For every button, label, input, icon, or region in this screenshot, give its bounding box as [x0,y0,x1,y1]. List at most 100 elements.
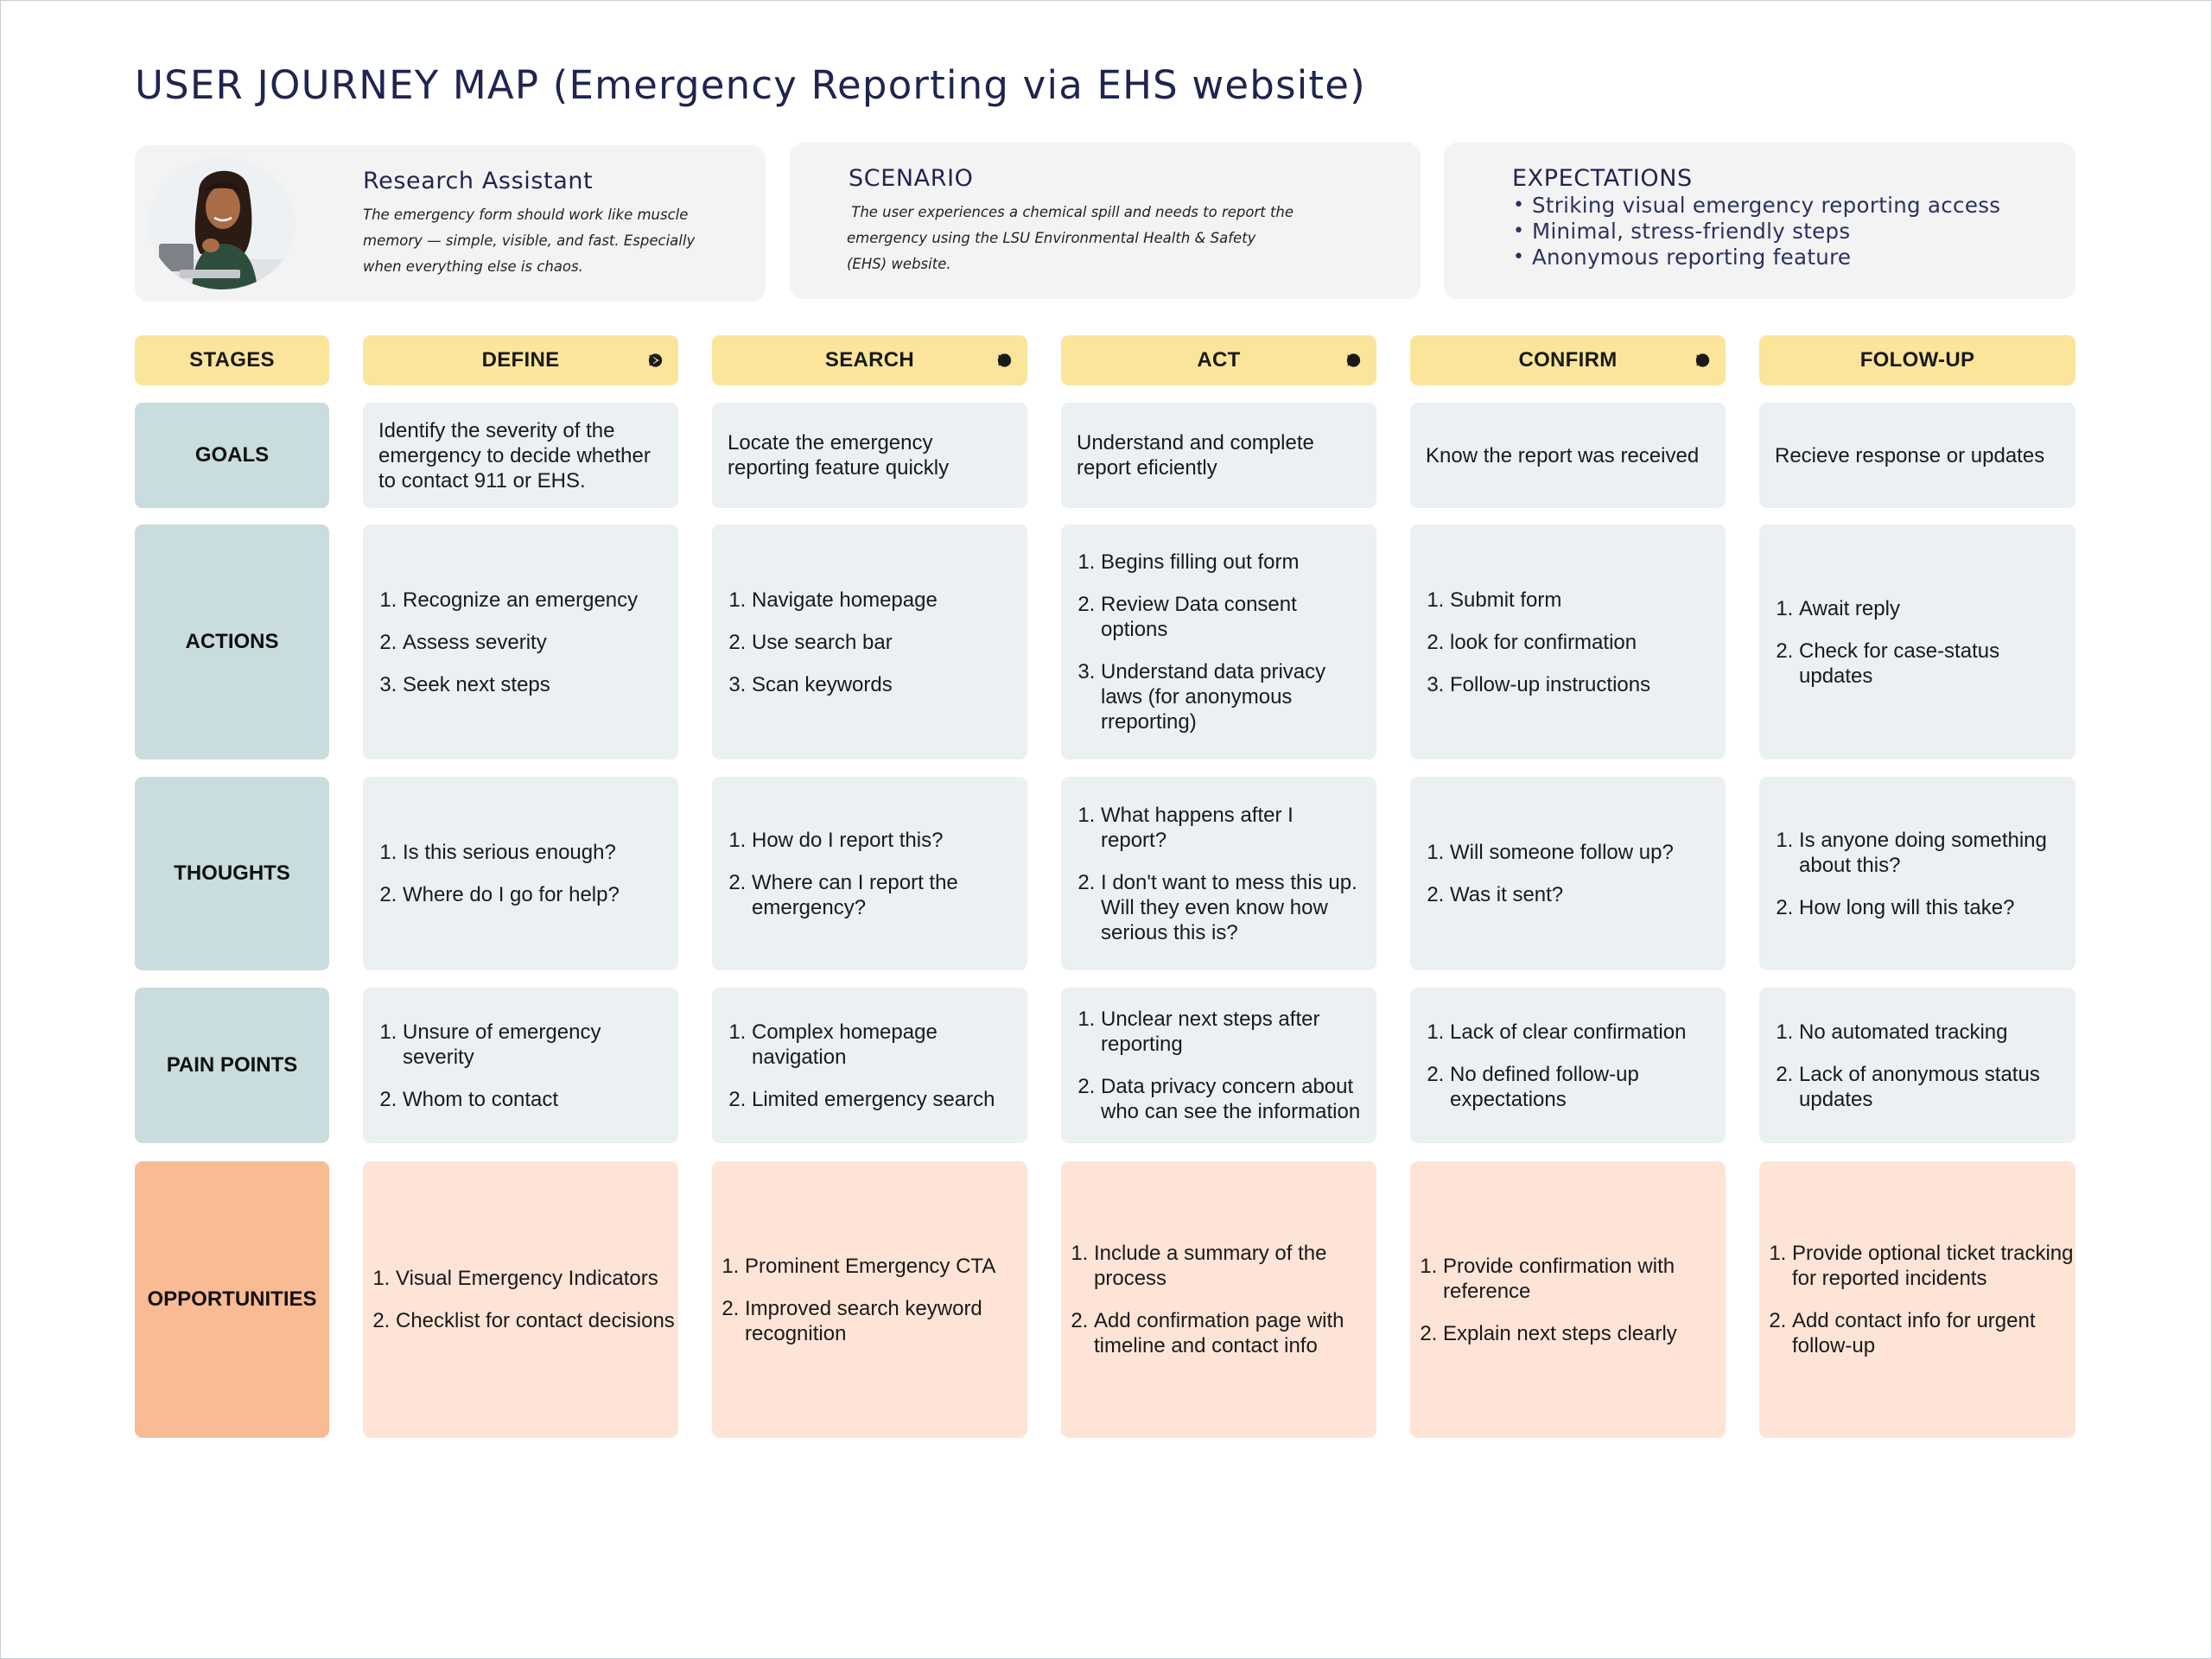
list-item: No automated tracking [1799,1020,2060,1045]
expectation-item: Minimal, stress-friendly steps [1511,219,2000,245]
thoughts-list: How do I report this? Where can I report… [728,828,1012,920]
row-label-goals: GOALS [135,403,329,508]
persona-avatar [149,157,296,289]
list-item: Checklist for contact decisions [396,1308,675,1333]
stage-label: ACT [1197,348,1241,372]
expectation-item: Striking visual emergency reporting acce… [1511,193,2000,219]
expectations-heading: EXPECTATIONS [1512,165,1693,192]
list-item: Follow-up instructions [1450,672,1650,697]
list-item: Explain next steps clearly [1443,1321,1724,1346]
stages-label: STAGES [135,335,329,385]
actions-list: Navigate homepage Use search bar Scan ke… [728,588,938,697]
list-item: Will someone follow up? [1450,840,1674,865]
list-item: I don't want to mess this up. Will they … [1101,870,1361,945]
list-item: Limited emergency search [752,1087,1012,1112]
list-item: Assess severity [403,630,638,655]
list-item: Unsure of emergency severity [403,1020,663,1070]
list-item: Was it sent? [1450,882,1674,907]
pain-cell-confirm: Lack of clear confirmation No defined fo… [1410,988,1726,1143]
goal-text: Identify the severity of the emergency t… [378,418,651,493]
pain-cell-follow-up: No automated tracking Lack of anonymous … [1759,988,2075,1143]
list-item: What happens after I report? [1101,803,1361,853]
thoughts-list: Is anyone doing something about this? Ho… [1775,828,2060,920]
thoughts-cell-search: How do I report this? Where can I report… [712,777,1027,970]
thoughts-list: What happens after I report? I don't wan… [1077,803,1361,945]
list-item: Use search bar [752,630,938,655]
actions-cell-search: Navigate homepage Use search bar Scan ke… [712,524,1027,760]
opportunities-list: Provide optional ticket tracking for rep… [1768,1241,2074,1358]
list-item: Lack of anonymous status updates [1799,1062,2060,1112]
list-item: Understand data privacy laws (for anonym… [1101,659,1361,734]
list-item: Submit form [1450,588,1650,613]
actions-list: Submit form look for confirmation Follow… [1426,588,1650,697]
stage-label: CONFIRM [1518,348,1618,372]
stage-confirm: CONFIRM [1410,335,1726,385]
scenario-card: SCENARIO The user experiences a chemical… [790,143,1421,299]
play-arrow-icon [997,353,1012,367]
pain-points-list: Lack of clear confirmation No defined fo… [1426,1020,1710,1112]
stage-label: SEARCH [824,348,915,372]
list-item: Complex homepage navigation [752,1020,1012,1070]
thoughts-cell-define: Is this serious enough? Where do I go fo… [363,777,678,970]
goal-text: Know the report was received [1426,443,1700,467]
list-item: Include a summary of the process [1094,1241,1375,1291]
list-item: No defined follow-up expectations [1450,1062,1710,1112]
actions-list: Begins filling out form Review Data cons… [1077,550,1361,734]
list-item: Provide confirmation with reference [1443,1254,1724,1304]
row-label-thoughts: THOUGHTS [135,777,329,970]
list-item: Begins filling out form [1101,550,1361,575]
list-item: Whom to contact [403,1087,663,1112]
goal-text: Recieve response or updates [1775,443,2045,467]
row-label-actions: ACTIONS [135,524,329,760]
list-item: How do I report this? [752,828,1012,853]
opportunities-cell-act: Include a summary of the process Add con… [1061,1161,1376,1438]
actions-cell-confirm: Submit form look for confirmation Follow… [1410,524,1726,760]
goal-cell-act: Understand and complete report eficientl… [1061,403,1376,508]
thoughts-cell-act: What happens after I report? I don't wan… [1061,777,1376,970]
opportunities-cell-follow-up: Provide optional ticket tracking for rep… [1759,1161,2075,1438]
goal-text: Locate the emergency reporting feature q… [728,431,950,480]
list-item: Scan keywords [752,672,938,697]
list-item: Recognize an emergency [403,588,638,613]
pain-cell-search: Complex homepage navigation Limited emer… [712,988,1027,1143]
actions-cell-follow-up: Await reply Check for case-status update… [1759,524,2075,760]
play-arrow-icon [1695,353,1710,367]
list-item: Provide optional ticket tracking for rep… [1792,1241,2074,1291]
pain-points-list: Unclear next steps after reporting Data … [1077,1007,1361,1124]
list-item: Unclear next steps after reporting [1101,1007,1361,1057]
thoughts-list: Will someone follow up? Was it sent? [1426,840,1674,907]
pain-points-list: Unsure of emergency severity Whom to con… [378,1020,663,1112]
persona-quote: The emergency form should work like musc… [363,207,696,275]
list-item: How long will this take? [1799,895,2060,920]
thoughts-list: Is this serious enough? Where do I go fo… [378,840,620,907]
pain-cell-act: Unclear next steps after reporting Data … [1061,988,1376,1143]
list-item: Where do I go for help? [403,882,620,907]
goal-cell-follow-up: Recieve response or updates [1759,403,2075,508]
scenario-text: The user experiences a chemical spill an… [847,204,1299,272]
goal-text: Understand and complete report eficientl… [1077,431,1314,480]
expectation-item: Anonymous reporting feature [1511,245,2000,270]
thoughts-cell-follow-up: Is anyone doing something about this? Ho… [1759,777,2075,970]
actions-cell-define: Recognize an emergency Assess severity S… [363,524,678,760]
scenario-heading: SCENARIO [849,165,974,192]
opportunities-list: Include a summary of the process Add con… [1070,1241,1375,1358]
list-item: Review Data consent options [1101,592,1361,642]
thoughts-cell-confirm: Will someone follow up? Was it sent? [1410,777,1726,970]
list-item: Prominent Emergency CTA [745,1254,1026,1279]
list-item: Is anyone doing something about this? [1799,828,2060,878]
opportunities-cell-define: Visual Emergency Indicators Checklist fo… [363,1161,678,1438]
opportunities-list: Visual Emergency Indicators Checklist fo… [372,1266,675,1333]
stage-label: DEFINE [481,348,560,372]
pain-points-list: No automated tracking Lack of anonymous … [1775,1020,2060,1112]
opportunities-list: Provide confirmation with reference Expl… [1419,1254,1724,1346]
goal-cell-search: Locate the emergency reporting feature q… [712,403,1027,508]
list-item: Is this serious enough? [403,840,620,865]
opportunities-list: Prominent Emergency CTA Improved search … [721,1254,1026,1346]
stage-label: FOLOW-UP [1859,348,1975,372]
stage-search: SEARCH [712,335,1027,385]
actions-list: Await reply Check for case-status update… [1775,596,2060,689]
persona-name: Research Assistant [363,168,594,194]
list-item: Navigate homepage [752,588,938,613]
opportunities-cell-search: Prominent Emergency CTA Improved search … [712,1161,1027,1438]
goal-cell-define: Identify the severity of the emergency t… [363,403,678,508]
